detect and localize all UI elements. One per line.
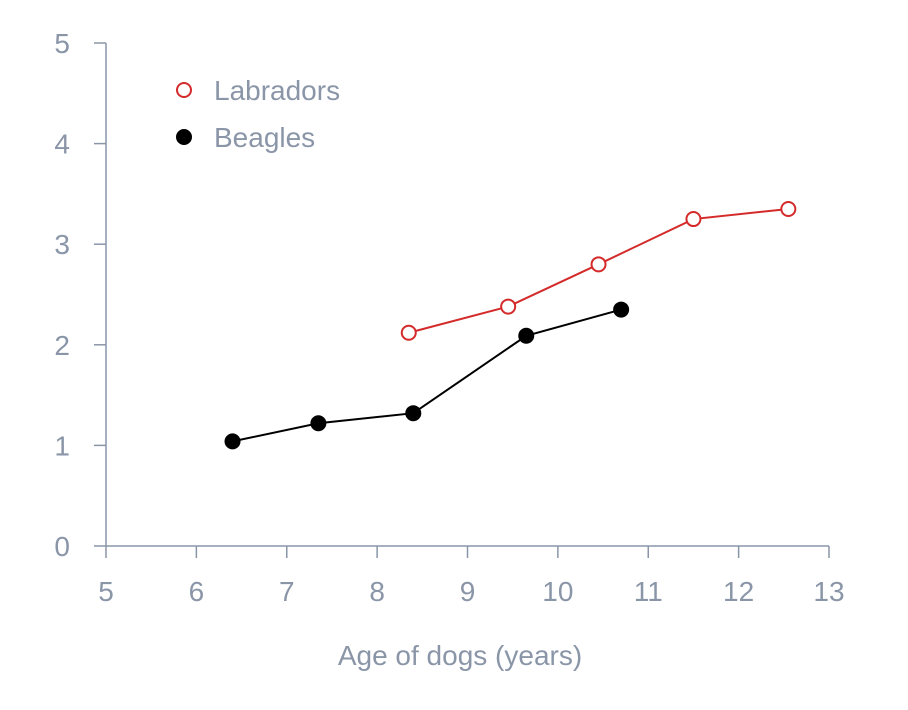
x-tick-label: 7	[279, 576, 295, 607]
data-point-beagles	[224, 433, 241, 450]
x-tick-label: 12	[723, 576, 754, 607]
data-point-labradors	[400, 324, 417, 341]
data-point-labradors	[780, 200, 797, 217]
series-labradors	[400, 200, 797, 341]
legend-marker-beagles	[176, 129, 192, 145]
y-tick-label: 4	[54, 129, 70, 160]
y-tick-label: 5	[54, 28, 70, 59]
y-tick-label: 1	[54, 430, 70, 461]
y-tick-label: 0	[54, 531, 70, 562]
legend-label-beagles: Beagles	[214, 122, 315, 153]
data-point-labradors	[685, 211, 702, 228]
x-tick-label: 5	[98, 576, 114, 607]
data-point-beagles	[613, 301, 630, 318]
x-tick-label: 6	[189, 576, 205, 607]
data-point-labradors	[500, 298, 517, 315]
legend-marker-labradors	[176, 82, 192, 98]
x-tick-label: 9	[460, 576, 476, 607]
data-point-beagles	[405, 405, 422, 422]
x-tick-label: 11	[634, 576, 663, 607]
data-point-beagles	[518, 327, 535, 344]
series-line-beagles	[232, 308, 622, 443]
y-tick-label: 2	[54, 330, 70, 361]
x-tick-label: 8	[369, 576, 385, 607]
y-tick-label: 3	[54, 229, 70, 260]
x-axis-label: Age of dogs (years)	[338, 640, 582, 671]
series-layer	[224, 200, 797, 450]
legend-label-labradors: Labradors	[214, 75, 340, 106]
x-tick-label: 10	[542, 576, 573, 607]
data-point-beagles	[310, 415, 327, 432]
data-point-labradors	[590, 256, 607, 273]
series-beagles	[224, 301, 630, 450]
legend: Labradors Beagles	[176, 75, 340, 153]
x-tick-label: 13	[813, 576, 844, 607]
